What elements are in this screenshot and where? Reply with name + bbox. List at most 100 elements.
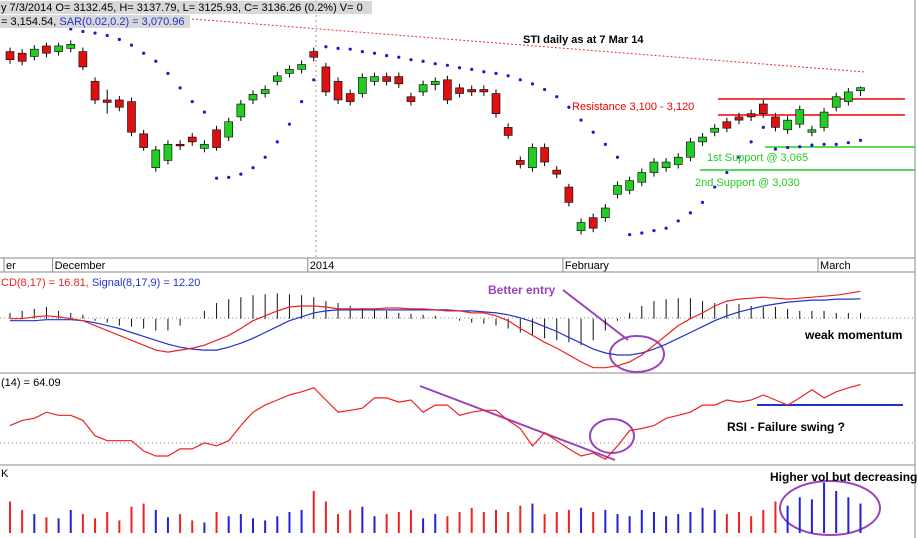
sar-dot: [567, 105, 571, 109]
sar-dot: [202, 110, 206, 114]
candle-body: [17, 52, 27, 62]
candle-body: [139, 133, 148, 148]
candle-body: [831, 96, 841, 108]
annotation-line: [419, 385, 616, 461]
sar-dot: [664, 226, 668, 230]
sar-dot: [421, 59, 425, 63]
candle-body: [613, 185, 622, 195]
candle-body: [127, 101, 136, 133]
sar-dot: [312, 78, 316, 82]
sar-dot: [287, 122, 292, 126]
sar-dot: [713, 185, 717, 189]
sar-dot: [786, 145, 790, 150]
sar-dot: [93, 31, 97, 35]
annotation-circle: [589, 418, 635, 454]
ma-value: = 3,154.54,: [1, 16, 59, 28]
quote-header: y 7/3/2014 O= 3132.45, H= 3137.79, L= 31…: [1, 2, 363, 14]
sar-dot: [579, 118, 583, 122]
macd-line: [10, 290, 861, 369]
candle-body: [588, 217, 598, 229]
sar-dot: [518, 78, 522, 82]
sar-dot: [385, 54, 389, 58]
rsi-header: (14) = 64.09: [1, 377, 61, 389]
sar-dot: [555, 95, 559, 99]
sar-dot: [858, 138, 863, 142]
candle-body: [807, 129, 817, 133]
candle-body: [430, 81, 440, 85]
candle-body: [382, 76, 391, 82]
candle-body: [200, 144, 209, 149]
candle-body: [722, 121, 732, 129]
candle-body: [734, 116, 744, 121]
sar-dot: [154, 59, 158, 63]
candle-body: [272, 75, 282, 82]
candle-body: [698, 136, 707, 143]
sar-dot: [397, 55, 401, 59]
sar-dot: [482, 70, 486, 74]
candle-body: [540, 147, 549, 163]
sar-dot: [494, 71, 498, 75]
sar-dot: [190, 99, 194, 104]
candle-body: [260, 89, 270, 94]
candle-body: [102, 99, 112, 103]
sar-dot: [129, 43, 134, 47]
candle-body: [90, 81, 100, 101]
candle-body: [406, 96, 416, 102]
annotation: RSI - Failure swing ?: [727, 420, 845, 434]
sar-dot: [737, 155, 741, 159]
annotation-circle: [779, 480, 881, 536]
sar-dot: [81, 29, 85, 34]
macd-header: CD(8,17) = 16.81, Signal(8,17,9) = 12.20: [1, 277, 200, 289]
candle-body: [515, 160, 525, 165]
header-background: [0, 1, 372, 14]
sar-dot: [105, 33, 109, 38]
sar-dot: [348, 47, 352, 51]
sar-dot: [263, 155, 267, 159]
candle-body: [819, 111, 829, 128]
sar-dot: [300, 99, 304, 104]
sar-dot: [688, 211, 693, 215]
sar-dot: [798, 145, 802, 149]
annotation-arrow: [562, 289, 629, 341]
candle-body: [212, 129, 221, 148]
annotation: 1st Support @ 3,065: [707, 152, 808, 164]
candle-body: [771, 116, 780, 128]
rsi-line: [9, 383, 861, 460]
candle-body: [637, 172, 647, 183]
candle-body: [66, 44, 76, 49]
candle-body: [528, 147, 537, 168]
sar-dot: [178, 86, 182, 90]
candle-body: [686, 141, 695, 158]
sar-dot: [506, 74, 510, 78]
candle-body: [29, 48, 39, 57]
candle-body: [783, 119, 792, 131]
candle-body: [358, 77, 367, 94]
sar-dot: [700, 200, 705, 204]
sar-dot: [117, 37, 121, 42]
candle-body: [321, 66, 331, 93]
candle-body: [479, 89, 489, 93]
sar-dot: [822, 142, 826, 146]
sar-dot: [530, 82, 535, 86]
candle-body: [175, 144, 185, 147]
candle-body: [236, 103, 246, 118]
candle-body: [856, 87, 865, 92]
sar-dot: [628, 233, 632, 237]
sar-dot: [615, 155, 620, 159]
sar-dot: [445, 63, 449, 67]
sar-dot: [457, 66, 462, 70]
x-tick-label: er: [6, 260, 16, 272]
sar-dot: [846, 141, 850, 145]
candle-body: [649, 161, 659, 173]
candle-body: [42, 45, 51, 54]
sar-dot: [433, 62, 437, 66]
candle-body: [661, 161, 671, 168]
annotation: Higher vol but decreasing: [770, 470, 917, 484]
sar-dot: [336, 46, 340, 50]
candle-body: [443, 79, 452, 101]
candle-body: [503, 127, 513, 136]
volume-header: K: [1, 468, 9, 480]
candle-body: [576, 222, 586, 231]
